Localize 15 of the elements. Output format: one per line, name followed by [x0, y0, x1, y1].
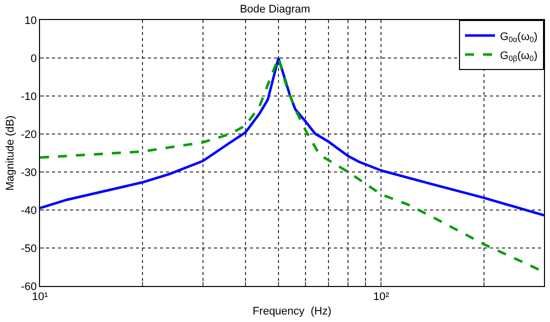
x-tick-label: 10¹: [32, 291, 48, 304]
y-tick-label: 0: [30, 52, 37, 65]
y-tick-label: 10: [24, 14, 37, 27]
legend-label: G$_{0β}$(ω$_{0}$): [500, 50, 538, 64]
x-axis-title: Frequency (Hz): [252, 305, 332, 318]
y-tick-label: -50: [20, 242, 37, 255]
y-tick-label: -40: [20, 204, 37, 217]
y-tick-label: -30: [20, 166, 37, 179]
chart-title: Bode Diagram: [240, 4, 310, 16]
legend-label: G$_{0α}$(ω$_{0}$): [500, 30, 538, 44]
y-tick-label: -20: [20, 128, 37, 141]
y-axis-title: Magnitude (dB): [4, 115, 17, 191]
x-tick-label: 10²: [373, 291, 390, 304]
y-tick-label: -10: [20, 90, 37, 103]
y-tick-label: -60: [20, 280, 37, 293]
